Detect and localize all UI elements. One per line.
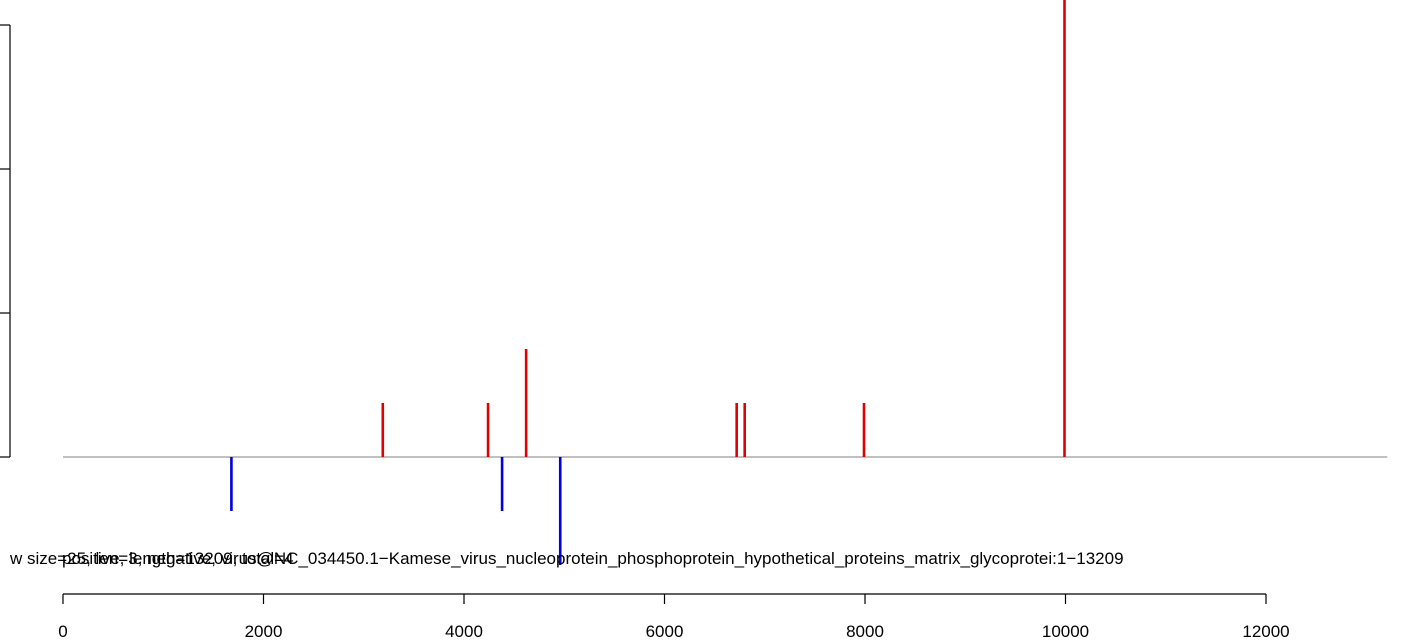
x-tick-label-5: 10000 bbox=[1042, 622, 1089, 641]
x-tick-label-3: 6000 bbox=[646, 622, 684, 641]
x-tick-label-6: 12000 bbox=[1242, 622, 1289, 641]
x-tick-label-2: 4000 bbox=[445, 622, 483, 641]
caption-text: w size=25, len=3, negative, virus@NC_034… bbox=[9, 549, 1124, 568]
caption-overlap-text: positive, length=13209, total=4 bbox=[62, 549, 294, 568]
x-axis: 0 2000 4000 6000 8000 10000 12000 bbox=[58, 593, 1290, 641]
x-tick-label-0: 0 bbox=[58, 622, 67, 641]
left-frame bbox=[0, 24, 11, 458]
x-tick-label-1: 2000 bbox=[245, 622, 283, 641]
bar-marks bbox=[230, 0, 1066, 565]
x-tick-label-4: 8000 bbox=[846, 622, 884, 641]
